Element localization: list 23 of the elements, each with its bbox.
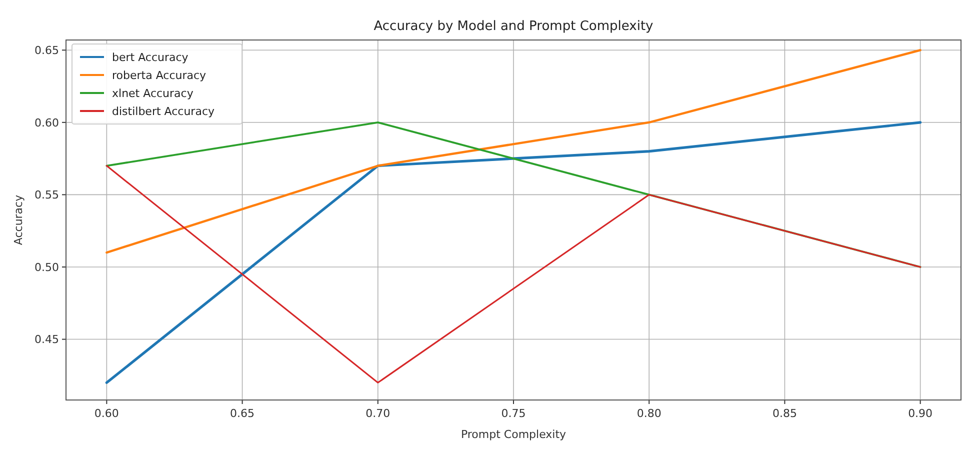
- line-series: [106, 121, 922, 268]
- y-tick-label: 0.45: [34, 333, 59, 346]
- y-tick-label: 0.60: [34, 116, 59, 130]
- x-tick-label: 0.65: [230, 407, 255, 420]
- legend-label: distilbert Accuracy: [112, 104, 215, 118]
- x-tick-label: 0.90: [908, 407, 933, 420]
- legend-label: roberta Accuracy: [112, 68, 207, 82]
- x-tick-label: 0.80: [636, 407, 662, 420]
- y-tick-label: 0.50: [34, 260, 59, 274]
- legend-label: bert Accuracy: [112, 50, 189, 64]
- y-tick-label: 0.55: [34, 188, 59, 202]
- x-axis-title: Prompt Complexity: [460, 428, 567, 441]
- line-series: [106, 48, 922, 254]
- chart-title: Accuracy by Model and Prompt Complexity: [374, 19, 654, 34]
- x-tick-label: 0.85: [772, 407, 797, 420]
- y-axis-title: Accuracy: [12, 194, 25, 246]
- x-tick-label: 0.60: [94, 407, 119, 420]
- line-series: [106, 165, 922, 384]
- line-series: [105, 121, 922, 384]
- x-tick-label: 0.70: [366, 407, 390, 420]
- legend-label: xlnet Accuracy: [112, 86, 194, 100]
- x-tick-label: 0.75: [501, 407, 526, 420]
- y-tick-label: 0.65: [34, 44, 59, 57]
